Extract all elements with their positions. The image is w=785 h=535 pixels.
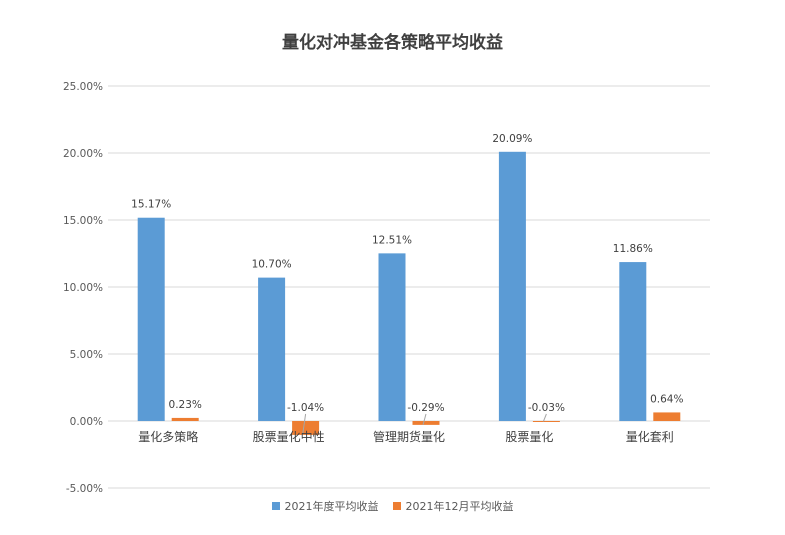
data-label: -0.29% [407,402,444,414]
bar [378,253,406,421]
y-tick-label: 5.00% [70,349,103,361]
y-tick-label: 25.00% [63,81,103,93]
bar [532,421,560,422]
bar [292,421,320,435]
legend-swatch-annual [271,502,280,510]
y-tick-label: 15.00% [63,215,103,227]
data-label: 15.17% [131,199,171,211]
label-leader-line [302,413,307,436]
y-tick-label: -5.00% [66,483,103,495]
legend-item-december: 2021年12月平均收益 [392,498,514,514]
x-category-label: 股票量化 [505,430,553,444]
label-leader-line [542,413,547,422]
x-category-label: 量化多策略 [138,429,198,444]
bar [619,262,647,421]
x-category-label: 量化套利 [626,430,674,444]
data-label: 0.23% [169,399,202,411]
x-axis-categories: 量化多策略 股票量化中性 管理期货量化 股票量化 量化套利 [138,429,674,444]
data-label: 12.51% [372,234,412,246]
chart-title: 量化对冲基金各策略平均收益 [282,33,503,53]
x-category-label: 管理期货量化 [373,429,445,444]
bar [412,421,440,425]
data-label: 11.86% [613,243,653,255]
bar [171,417,199,421]
legend-label-annual: 2021年度平均收益 [284,500,379,513]
data-label: 0.64% [650,393,683,405]
legend-item-annual: 2021年度平均收益 [271,498,379,514]
data-labels: 15.17% 0.23% 10.70% -1.04% 12.51% -0.29% 20.09… [131,133,683,436]
gridlines [108,85,710,489]
data-label: 20.09% [492,133,532,145]
data-label: 10.70% [252,259,292,271]
bar [653,412,681,421]
legend-swatch-december [392,502,401,510]
bar [498,151,526,421]
legend: 2021年度平均收益 2021年12月平均收益 [0,498,785,514]
y-tick-label: 20.00% [63,148,103,160]
bars [137,151,681,435]
label-leader-line [422,413,427,426]
legend-label-december: 2021年12月平均收益 [405,500,514,513]
data-label: -1.04% [287,402,324,414]
y-tick-label: 10.00% [63,282,103,294]
y-axis-ticks: 25.00% 20.00% 15.00% 10.00% 5.00% 0.00% -5.00% [63,81,103,495]
bar [258,277,286,421]
x-category-label: 股票量化中性 [253,429,325,444]
data-label: -0.03% [528,402,565,414]
y-tick-label: 0.00% [70,416,103,428]
bar [137,217,165,421]
